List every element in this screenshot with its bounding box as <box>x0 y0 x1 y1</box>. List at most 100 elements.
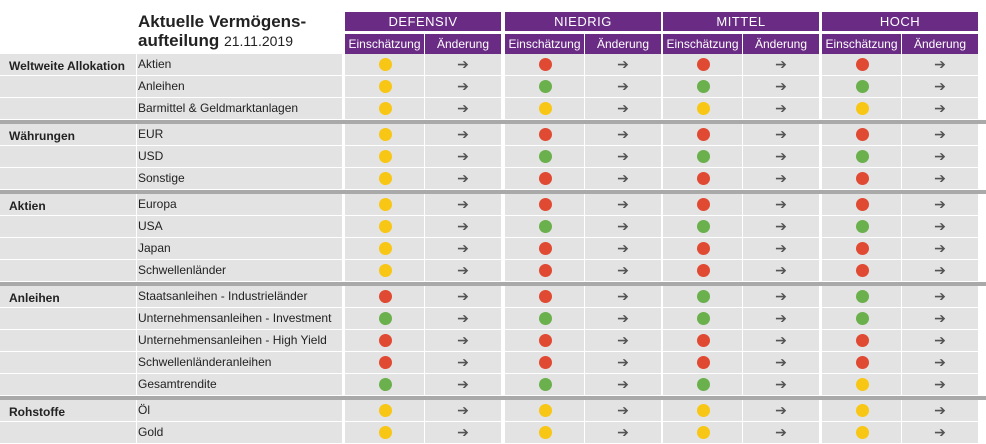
section-divider <box>0 282 986 286</box>
table-cell <box>585 374 661 395</box>
arrow-right-icon: ➔ <box>775 126 787 142</box>
table-cell <box>585 146 661 167</box>
arrow-right-icon: ➔ <box>617 148 629 164</box>
arrow-right-icon: ➔ <box>775 56 787 72</box>
subheader-assessment: Einschätzung <box>505 34 584 54</box>
green-rating-dot <box>539 80 552 93</box>
yellow-rating-dot <box>379 128 392 141</box>
red-rating-dot <box>379 356 392 369</box>
table-cell <box>0 400 136 421</box>
table-cell <box>743 238 819 259</box>
title-line2-text: aufteilung <box>138 31 220 50</box>
table-cell <box>743 308 819 329</box>
red-rating-dot <box>697 334 710 347</box>
table-cell <box>585 216 661 237</box>
arrow-right-icon: ➔ <box>934 78 946 94</box>
table-cell <box>0 124 136 145</box>
table-cell <box>0 352 136 373</box>
table-row: Anleihen ➔ ➔ ➔ ➔ <box>0 76 986 98</box>
table-cell <box>0 98 136 119</box>
table-cell <box>743 400 819 421</box>
yellow-rating-dot <box>539 102 552 115</box>
profile-header-defensiv: DEFENSIV <box>345 12 501 31</box>
table-cell <box>0 194 136 215</box>
yellow-rating-dot <box>379 220 392 233</box>
green-rating-dot <box>539 150 552 163</box>
table-cell <box>0 216 136 237</box>
arrow-right-icon: ➔ <box>457 148 469 164</box>
table-cell <box>902 216 978 237</box>
table-cell <box>902 124 978 145</box>
table-cell <box>585 352 661 373</box>
section-divider <box>0 190 986 194</box>
red-rating-dot <box>379 290 392 303</box>
arrow-right-icon: ➔ <box>617 170 629 186</box>
arrow-right-icon: ➔ <box>617 262 629 278</box>
arrow-right-icon: ➔ <box>617 288 629 304</box>
green-rating-dot <box>856 312 869 325</box>
arrow-right-icon: ➔ <box>457 196 469 212</box>
table-row: Barmittel & Geldmarktanlagen ➔ ➔ ➔ ➔ <box>0 98 986 120</box>
red-rating-dot <box>379 334 392 347</box>
row-label: Barmittel & Geldmarktanlagen <box>138 101 299 115</box>
red-rating-dot <box>697 128 710 141</box>
table-cell <box>425 400 501 421</box>
table-cell <box>425 352 501 373</box>
table-cell <box>585 124 661 145</box>
red-rating-dot <box>697 242 710 255</box>
row-label: Öl <box>138 403 150 417</box>
red-rating-dot <box>539 334 552 347</box>
table-cell <box>585 422 661 443</box>
table-cell <box>743 194 819 215</box>
table-cell <box>585 330 661 351</box>
arrow-right-icon: ➔ <box>617 332 629 348</box>
table-cell <box>743 352 819 373</box>
table-cell <box>425 54 501 75</box>
table-cell <box>0 168 136 189</box>
table-cell <box>743 260 819 281</box>
section: Staatsanleihen - Industrieländer ➔ ➔ ➔ ➔ Anle… <box>0 286 986 396</box>
arrow-right-icon: ➔ <box>457 240 469 256</box>
arrow-right-icon: ➔ <box>934 56 946 72</box>
arrow-right-icon: ➔ <box>934 354 946 370</box>
green-rating-dot <box>697 290 710 303</box>
table-cell <box>902 400 978 421</box>
red-rating-dot <box>856 264 869 277</box>
section-name: Währungen <box>9 129 75 143</box>
arrow-right-icon: ➔ <box>775 424 787 440</box>
section: Europa ➔ ➔ ➔ ➔ Aktien USA ➔ ➔ ➔ ➔ Japan ➔ ➔ ➔ ➔ Schwelle… <box>0 194 986 282</box>
table-cell <box>137 216 342 237</box>
red-rating-dot <box>539 198 552 211</box>
table-row: Unternehmensanleihen - Investment Grade ➔… <box>0 308 986 346</box>
arrow-right-icon: ➔ <box>457 218 469 234</box>
arrow-right-icon: ➔ <box>934 402 946 418</box>
section: Aktien ➔ ➔ ➔ ➔ Weltweite Allokation Anleihen ➔ ➔… <box>0 54 986 120</box>
yellow-rating-dot <box>379 172 392 185</box>
table-cell <box>585 286 661 307</box>
table-cell <box>425 374 501 395</box>
table-cell <box>585 260 661 281</box>
table-cell <box>425 194 501 215</box>
yellow-rating-dot <box>697 426 710 439</box>
arrow-right-icon: ➔ <box>934 170 946 186</box>
title-date: 21.11.2019 <box>223 33 293 49</box>
green-rating-dot <box>697 378 710 391</box>
green-rating-dot <box>539 312 552 325</box>
arrow-right-icon: ➔ <box>617 56 629 72</box>
table-row: Öl ➔ ➔ ➔ ➔ Rohstoffe <box>0 400 986 422</box>
arrow-right-icon: ➔ <box>617 354 629 370</box>
table-cell <box>902 308 978 329</box>
table-row: Schwellenländer ➔ ➔ ➔ ➔ <box>0 260 986 282</box>
row-label: USA <box>138 219 163 233</box>
table-cell <box>0 260 136 281</box>
table-cell <box>585 400 661 421</box>
red-rating-dot <box>856 334 869 347</box>
row-label: Unternehmensanleihen - Investment Grade <box>138 311 332 346</box>
table-cell <box>743 146 819 167</box>
profile-header-niedrig: NIEDRIG <box>505 12 661 31</box>
profile-header-mittel: MITTEL <box>663 12 819 31</box>
yellow-rating-dot <box>539 426 552 439</box>
green-rating-dot <box>856 150 869 163</box>
arrow-right-icon: ➔ <box>775 100 787 116</box>
arrow-right-icon: ➔ <box>775 376 787 392</box>
